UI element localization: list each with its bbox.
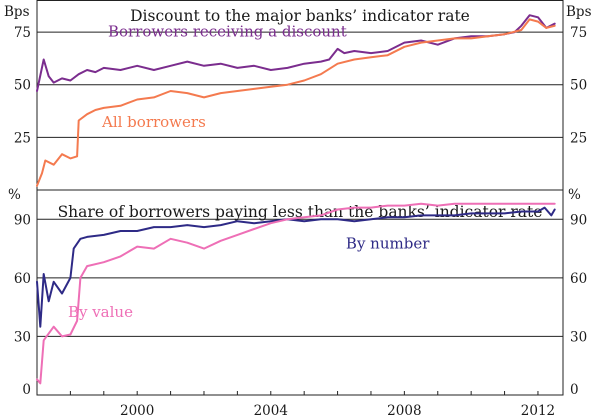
x-tick-label: 2004: [254, 403, 288, 417]
series-label-by-number: By number: [346, 235, 430, 253]
top-right-unit-label: Bps: [566, 4, 592, 20]
top-panel: Discount to the major banks’ indicator r…: [4, 0, 592, 191]
top-panel-annotations: Borrowers receiving a discount All borrow…: [101, 22, 347, 131]
y-tick-label-left: 25: [14, 130, 31, 146]
y-tick-label-right: 60: [570, 271, 587, 287]
y-tick-label-left: 50: [14, 78, 31, 94]
y-tick-label-right: 0: [570, 382, 579, 398]
bottom-panel-title: Share of borrowers paying less than the …: [58, 203, 543, 221]
bottom-panel-annotations: By number By value: [68, 235, 430, 321]
y-tick-label-right: 30: [570, 329, 587, 345]
bottom-panel-x-ticks: 2000 2004 2008 2012: [36, 391, 555, 417]
x-tick-label: 2012: [521, 403, 555, 417]
y-tick-label-right: 50: [570, 78, 587, 94]
top-panel-series: [36, 14, 556, 187]
bottom-panel: Share of borrowers paying less than the …: [8, 187, 587, 417]
series-line-by-number: [36, 206, 556, 328]
bottom-left-unit-label: %: [8, 187, 21, 203]
series-line-by-value: [36, 202, 556, 385]
y-tick-label-right: 25: [570, 130, 587, 146]
y-tick-label-left: 30: [14, 329, 31, 345]
top-panel-y-ticks: 25 25 50 50 75 75: [14, 25, 587, 146]
y-tick-label-right: 90: [570, 212, 587, 228]
y-tick-label-left: 90: [14, 212, 31, 228]
bottom-panel-series: [36, 202, 556, 385]
bottom-panel-y-ticks: 0 0 30 30 60 60 90 90: [14, 212, 587, 398]
y-tick-label-left: 0: [22, 382, 31, 398]
top-panel-title: Discount to the major banks’ indicator r…: [130, 7, 470, 25]
y-tick-label-right: 75: [570, 25, 587, 41]
series-label-borrowers-receiving-a-discount: Borrowers receiving a discount: [108, 22, 347, 40]
top-panel-gridlines: [37, 31, 563, 138]
bottom-panel-gridlines: [37, 218, 563, 337]
top-left-unit-label: Bps: [4, 4, 30, 20]
series-label-by-value: By value: [68, 303, 133, 321]
series-label-all-borrowers: All borrowers: [101, 113, 206, 131]
series-line-all-borrowers: [36, 18, 556, 187]
y-tick-label-left: 60: [14, 271, 31, 287]
x-tick-label: 2000: [120, 403, 154, 417]
x-tick-label: 2008: [387, 403, 421, 417]
y-tick-label-left: 75: [14, 25, 31, 41]
bottom-right-unit-label: %: [568, 187, 581, 203]
